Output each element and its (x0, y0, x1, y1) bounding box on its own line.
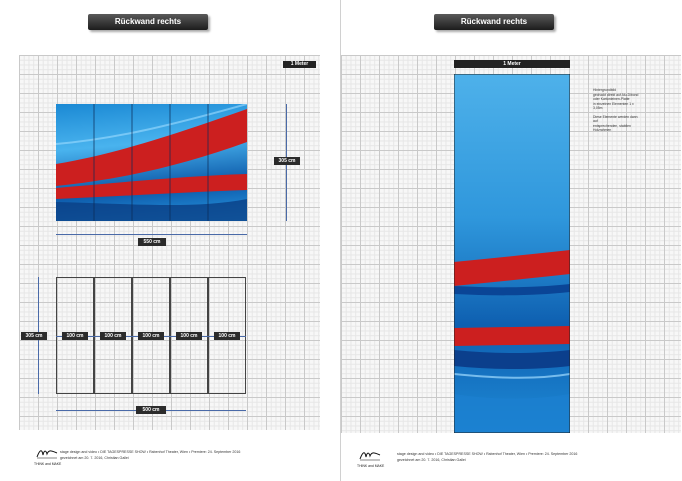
signature-logo-icon (36, 450, 58, 459)
panels-height-label: 305 cm (21, 332, 47, 340)
panel-2 (94, 277, 132, 394)
scale-label: 1 Meter (454, 60, 570, 68)
right-page: Rückwand rechts 1 Meter Hintergrundbild … (341, 0, 681, 481)
left-page: Rückwand rechts 1 Meter 305 cm 550 cm 10… (0, 0, 340, 481)
panel-image-preview (454, 74, 570, 433)
panel-graphic (454, 74, 570, 433)
material-note: Hintergrundbild gedruckt direkt auf Alu-… (593, 88, 643, 133)
panel-3 (132, 277, 170, 394)
signature-logo-icon (359, 452, 381, 461)
note-line: Holzrahmen (593, 128, 612, 132)
footer-line-1: stage design and video • DIE TAGESPRESSE… (60, 450, 241, 454)
height-label: 305 cm (274, 157, 300, 165)
panel-1 (56, 277, 94, 394)
footer-line-2: gezeichnet am 20. 7. 2016, Christian Gal… (60, 456, 129, 460)
logo-caption: THINK and MAKE (34, 462, 62, 466)
page-title: Rückwand rechts (88, 14, 208, 30)
panel-5-label: 100 cm (214, 332, 240, 340)
panels-width-label: 500 cm (136, 406, 166, 414)
note-line: Diese Elemente werden dann auf (593, 114, 638, 124)
page-title: Rückwand rechts (434, 14, 554, 30)
note-line: entsprechenden, stabilen (593, 123, 631, 128)
logo-caption: THINK and MAKE (357, 464, 385, 468)
wave-graphic (56, 104, 247, 221)
width-dimension-line (56, 234, 247, 235)
panel-1-label: 100 cm (62, 332, 88, 340)
note-line: in einzelnen Elementen 1 x 3,05m (593, 101, 634, 111)
note-line: Hintergrundbild (593, 88, 616, 92)
panel-2-label: 100 cm (100, 332, 126, 340)
scale-label: 1 Meter (283, 61, 316, 68)
page-divider (340, 0, 341, 481)
panel-5 (208, 277, 246, 394)
footer-line-1: stage design and video • DIE TAGESPRESSE… (397, 452, 578, 456)
panel-4 (170, 277, 208, 394)
panel-4-label: 100 cm (176, 332, 202, 340)
note-line: gedruckt direkt auf Alu-Dibond (593, 92, 639, 97)
panel-3-label: 100 cm (138, 332, 164, 340)
wall-image-preview (56, 104, 247, 221)
note-line: oder Kartonleinen-Platte (593, 97, 630, 101)
footer-line-2: gezeichnet am 20. 7. 2016, Christian Gal… (397, 458, 466, 462)
width-label: 550 cm (138, 238, 166, 246)
